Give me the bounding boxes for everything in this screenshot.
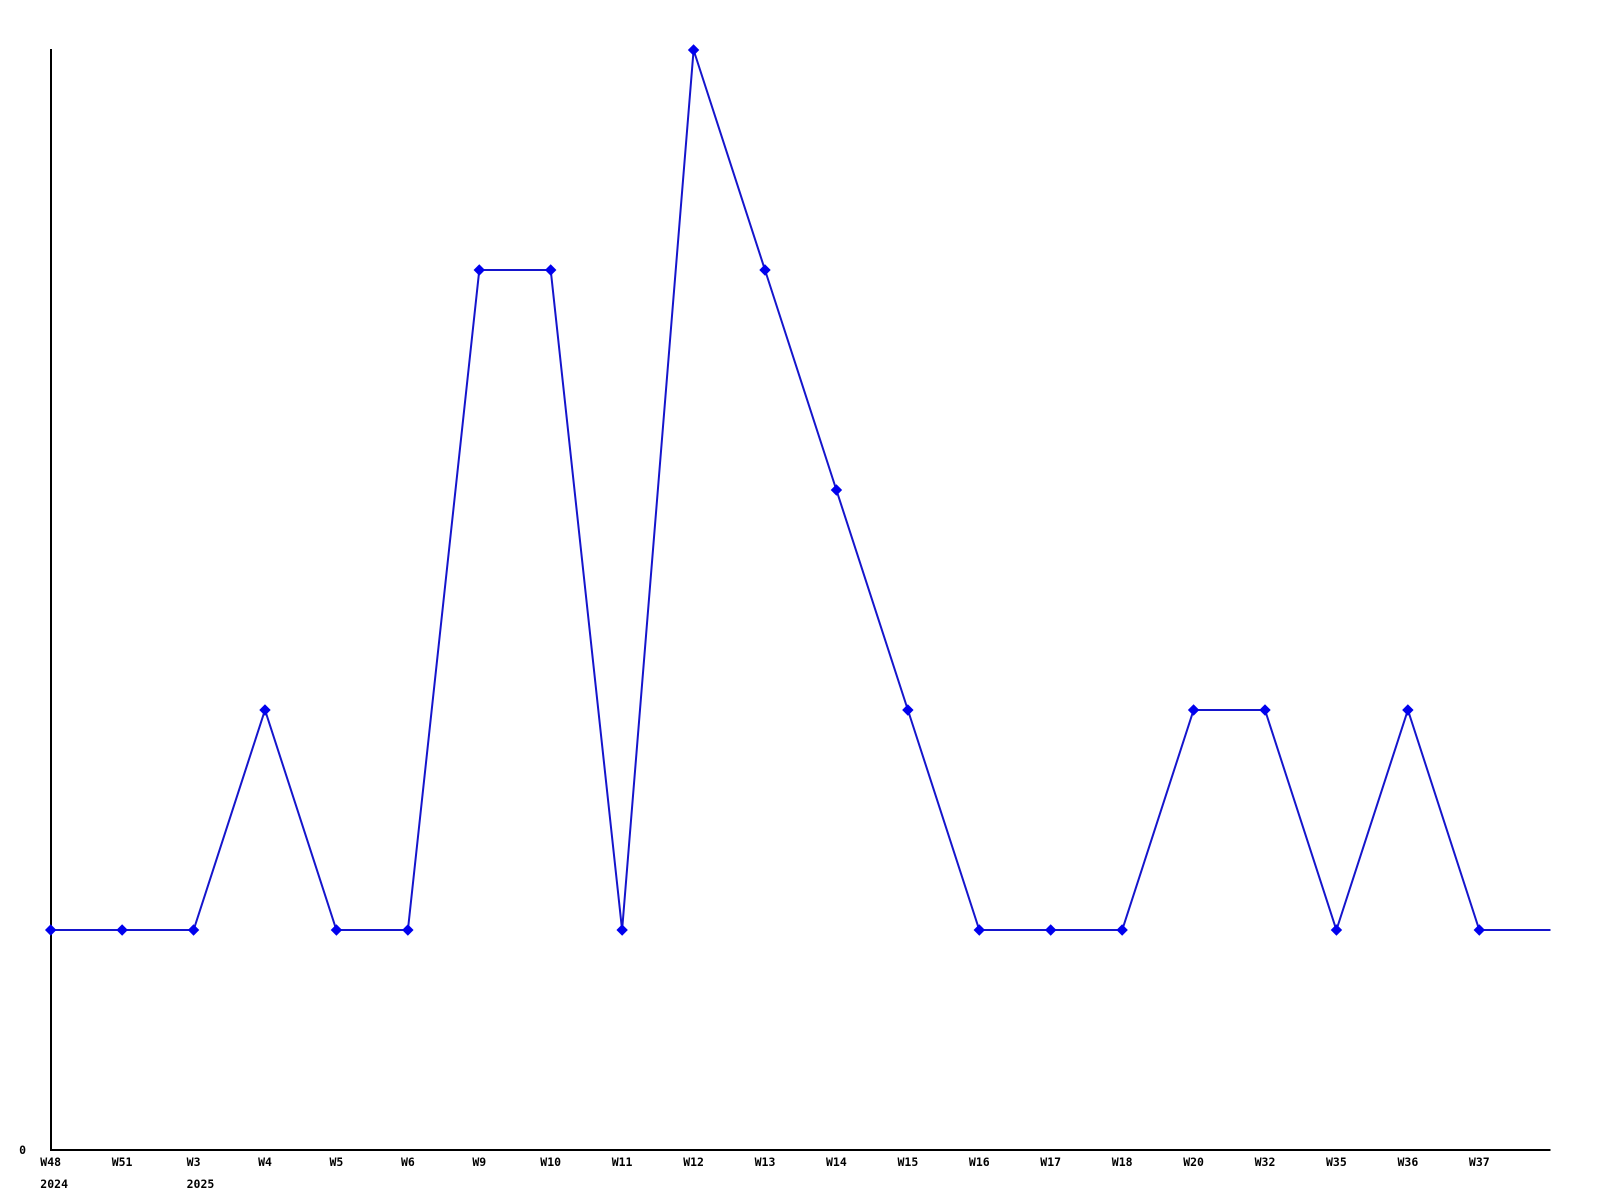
data-point-marker: [545, 264, 557, 276]
x-tick-label: W17: [1040, 1155, 1061, 1169]
x-tick-label: W12: [683, 1155, 704, 1169]
x-tick-label: W16: [969, 1155, 990, 1169]
data-point-marker: [616, 924, 628, 936]
x-tick-label: W5: [329, 1155, 343, 1169]
data-point-marker: [830, 484, 843, 496]
y-tick-label-zero: 0: [19, 1143, 26, 1157]
x-tick-label: W10: [540, 1155, 561, 1169]
data-point-marker: [1116, 924, 1128, 936]
data-point-marker: [1330, 924, 1343, 936]
x-tick-label: W13: [755, 1155, 776, 1169]
x-tick-label: W11: [612, 1155, 633, 1169]
x-tick-label: W4: [258, 1155, 272, 1169]
x-tick-label: W18: [1112, 1155, 1133, 1169]
x-tick-label: W3: [187, 1155, 201, 1169]
x-tick-label: W14: [826, 1155, 847, 1169]
data-point-marker: [687, 44, 700, 56]
data-point-marker: [1473, 924, 1486, 936]
x-tick-label: W9: [472, 1155, 486, 1169]
data-point-marker: [1402, 704, 1414, 716]
year-label: 2025: [187, 1177, 215, 1191]
x-tick-label: W32: [1255, 1155, 1276, 1169]
year-label: 2024: [40, 1177, 68, 1191]
x-tick-label: W15: [898, 1155, 919, 1169]
data-point-marker: [902, 704, 914, 716]
data-point-marker: [259, 704, 271, 716]
x-tick-label: W6: [401, 1155, 415, 1169]
x-tick-label: W35: [1326, 1155, 1347, 1169]
data-line: [50, 49, 1551, 934]
data-point-marker: [187, 924, 200, 936]
data-point-marker: [116, 924, 128, 936]
data-point-marker: [1045, 924, 1057, 936]
data-point-marker: [973, 924, 985, 936]
x-tick-label: W36: [1398, 1155, 1419, 1169]
data-point-marker: [1259, 704, 1271, 716]
x-tick-label: W51: [112, 1155, 133, 1169]
data-point-marker: [330, 924, 343, 936]
x-tick-label: W48: [40, 1155, 61, 1169]
data-point-marker: [44, 924, 57, 936]
x-tick-label: W37: [1469, 1155, 1490, 1169]
data-point-marker: [473, 264, 485, 276]
data-point-marker: [402, 924, 414, 936]
data-point-marker: [1187, 704, 1200, 716]
x-tick-label: W20: [1183, 1155, 1204, 1169]
data-point-marker: [759, 264, 771, 276]
